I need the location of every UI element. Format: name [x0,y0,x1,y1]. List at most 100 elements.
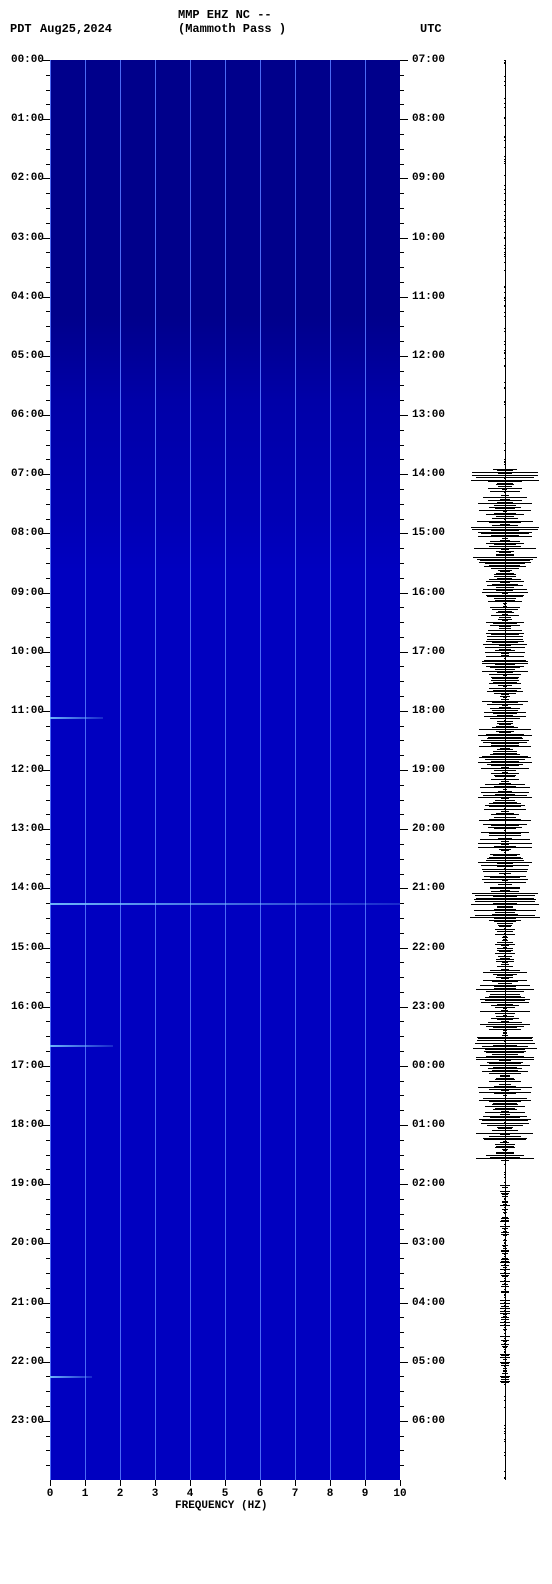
y-minor-left [46,859,50,860]
seismogram-sample [504,125,505,126]
y-minor-right [400,1376,404,1377]
seismogram-sample [504,1396,505,1397]
y-tick-right [400,711,408,712]
y-minor-left [46,1036,50,1037]
y-minor-right [400,252,404,253]
y-label-right: 01:00 [412,1119,445,1131]
x-label: 3 [152,1488,159,1500]
y-minor-right [400,385,404,386]
y-tick-right [400,474,408,475]
gridline-vertical [120,60,121,1480]
y-minor-right [400,445,404,446]
y-label-left: 04:00 [0,291,44,303]
seismogram-sample [505,257,506,258]
y-minor-right [400,75,404,76]
y-minor-left [46,1332,50,1333]
seismogram-sample [504,464,505,465]
seismogram-sample [504,1407,505,1408]
y-minor-right [400,400,404,401]
x-tick [295,1480,296,1486]
y-minor-left [46,193,50,194]
y-label-left: 12:00 [0,764,44,776]
x-tick [365,1480,366,1486]
x-label: 10 [393,1488,406,1500]
y-minor-right [400,371,404,372]
seismogram-sample [505,150,506,151]
y-label-right: 02:00 [412,1178,445,1190]
y-minor-right [400,637,404,638]
y-minor-right [400,785,404,786]
spectrogram-streak [50,903,400,905]
seismogram-sample [504,450,505,451]
seismogram-sample [505,186,506,187]
y-minor-left [46,814,50,815]
y-minor-left [46,1450,50,1451]
y-label-left: 02:00 [0,172,44,184]
y-minor-right [400,1081,404,1082]
y-minor-right [400,696,404,697]
y-tick-right [400,948,408,949]
seismogram-sample [504,270,505,271]
y-label-right: 10:00 [412,232,445,244]
seismogram-sample [505,338,506,339]
seismogram-sample [505,423,506,424]
seismogram-sample [504,204,505,205]
spectrogram-streak [50,1045,113,1047]
y-minor-right [400,874,404,875]
y-minor-left [46,267,50,268]
x-tick [85,1480,86,1486]
y-label-right: 05:00 [412,1356,445,1368]
seismogram-sample [504,1433,505,1434]
y-minor-right [400,134,404,135]
y-minor-right [400,519,404,520]
y-label-left: 20:00 [0,1237,44,1249]
x-axis-title: FREQUENCY (HZ) [175,1500,267,1512]
y-minor-right [400,1258,404,1259]
y-minor-right [400,607,404,608]
seismogram-sample [504,63,505,64]
y-label-right: 12:00 [412,350,445,362]
y-minor-left [46,1288,50,1289]
y-minor-right [400,1288,404,1289]
seismogram-sample [504,366,505,367]
y-minor-left [46,977,50,978]
seismogram-sample [504,215,505,216]
y-minor-left [46,489,50,490]
y-minor-right [400,1155,404,1156]
seismogram-sample [504,226,505,227]
seismogram-sample [479,820,531,821]
seismogram-sample [505,92,506,93]
x-label: 9 [362,1488,369,1500]
y-tick-right [400,1303,408,1304]
y-tick-right [400,60,408,61]
y-label-right: 15:00 [412,527,445,539]
seismogram-sample [505,234,506,235]
y-label-right: 20:00 [412,823,445,835]
y-label-right: 07:00 [412,54,445,66]
seismogram-sample [505,1168,506,1169]
seismogram-sample [500,1221,509,1222]
y-minor-left [46,164,50,165]
seismogram-sample [488,630,522,631]
y-minor-right [400,459,404,460]
y-tick-right [400,593,408,594]
y-minor-left [46,1110,50,1111]
y-minor-right [400,903,404,904]
seismogram-sample [505,1474,506,1475]
y-label-left: 11:00 [0,705,44,717]
y-minor-left [46,282,50,283]
seismogram-sample [504,1400,505,1401]
seismogram-sample [505,223,506,224]
seismogram-sample [505,82,506,83]
seismogram-sample [504,1297,506,1298]
y-minor-left [46,385,50,386]
y-minor-left [46,104,50,105]
seismogram-sample [505,71,506,72]
gridline-vertical [50,60,51,1480]
seismogram-sample [504,341,505,342]
y-label-right: 03:00 [412,1237,445,1249]
y-label-right: 18:00 [412,705,445,717]
gridline-vertical [260,60,261,1480]
seismogram-sample [505,377,506,378]
seismogram-sample [504,1333,507,1334]
